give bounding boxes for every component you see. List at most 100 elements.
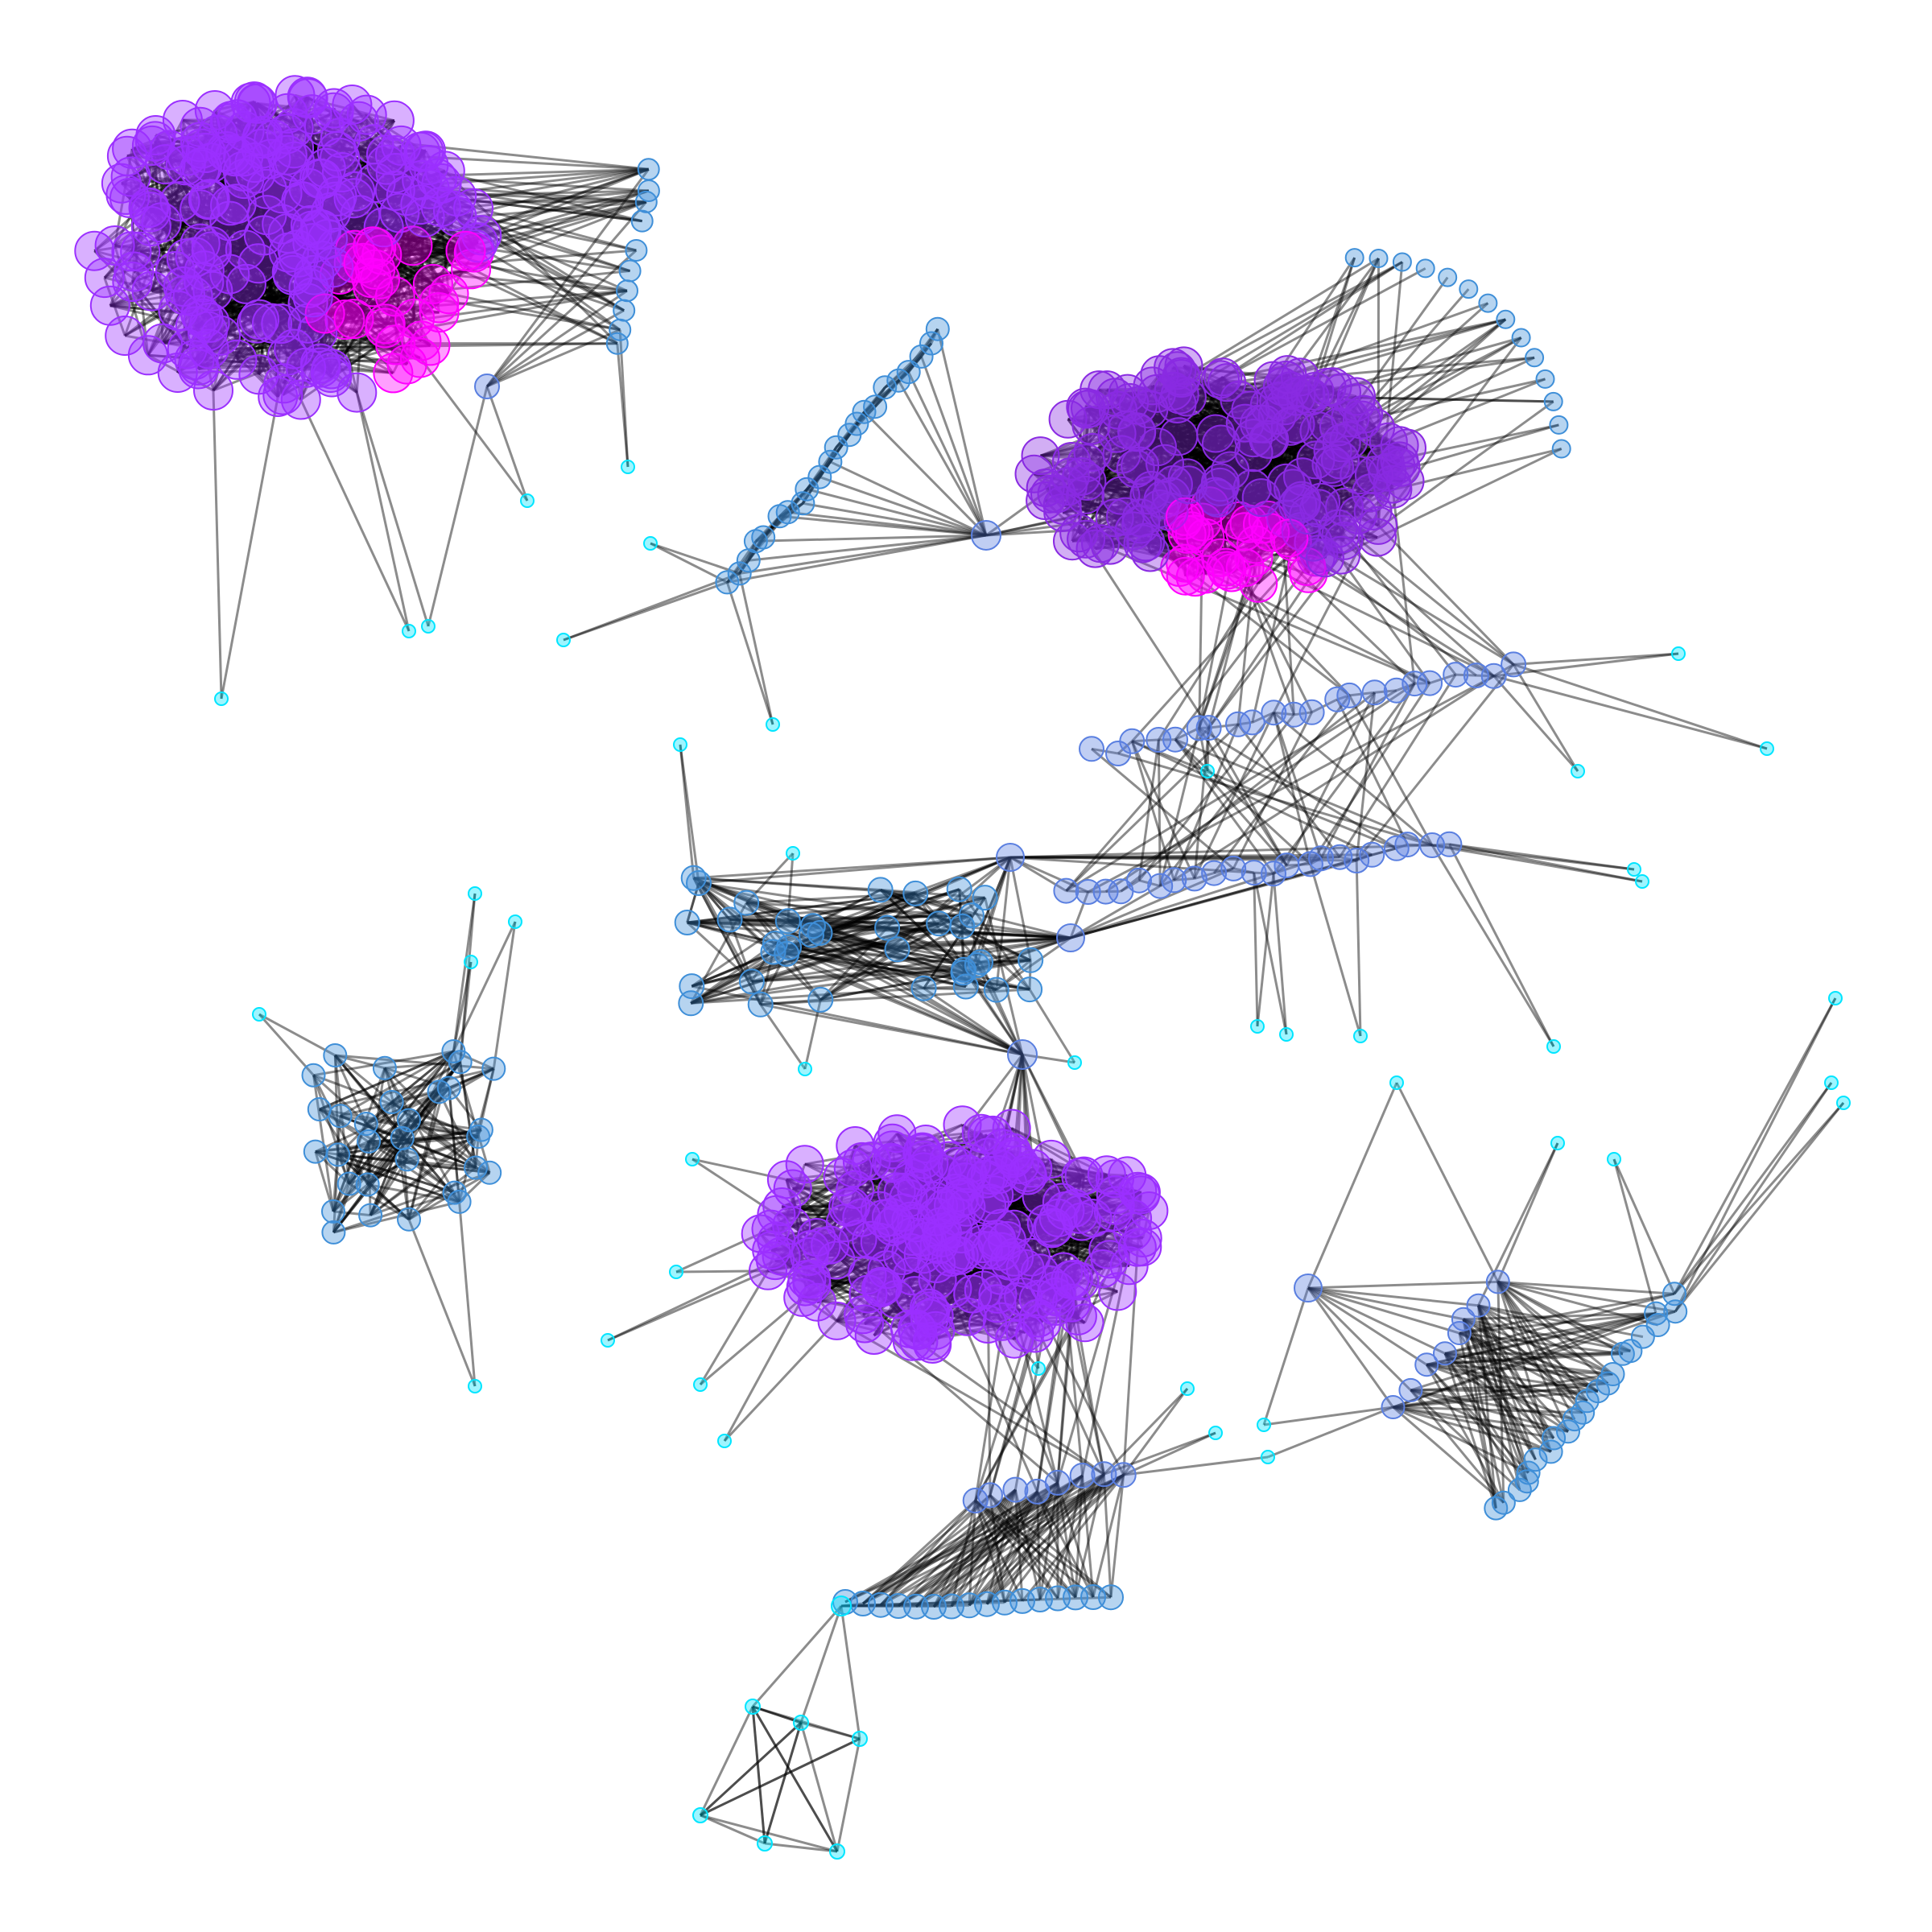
graph-node [1549,415,1569,435]
graph-edge [197,200,305,366]
graph-edge [256,101,367,117]
graph-node [757,1835,773,1852]
graph-node [1002,1476,1029,1503]
graph-edge [986,1204,1104,1270]
graph-edge [1248,396,1298,525]
graph-edge [212,182,443,293]
graph-edge [220,233,482,337]
graph-node [353,1112,378,1136]
core-node [261,303,302,345]
graph-edge [800,1721,861,1740]
graph-edge [103,277,126,336]
graph-edge [895,1191,954,1231]
leaf-node [252,1007,266,1022]
graph-edge [130,250,396,346]
graph-node [1053,877,1080,904]
graph-edge [131,147,283,195]
graph-node [1056,923,1085,952]
graph-node [807,986,834,1013]
graph-node [1126,867,1152,894]
graph-edge [336,197,355,249]
graph-edge [204,152,260,264]
graph-edge [229,102,258,155]
graph-edge [1085,408,1272,534]
graph-edge [353,169,446,200]
graph-edge [255,172,407,197]
graph-edge [1184,475,1303,518]
graph-edge [208,198,338,250]
graph-edge [1137,404,1340,530]
graph-edge [1170,422,1246,497]
graph-edge [1172,390,1287,484]
core-node [311,349,352,390]
graph-edge [308,187,472,270]
graph-node [474,374,500,399]
graph-edge [1169,459,1400,513]
graph-edge [1307,1280,1498,1290]
graph-node [1298,699,1325,725]
graph-edge [1323,418,1352,559]
graph-edge [254,173,295,349]
graph-edge [1340,392,1344,555]
graph-edge [1150,489,1181,568]
graph-edge [807,1278,1071,1282]
leaf-node [621,460,635,474]
graph-edge [1136,431,1326,559]
graph-edge [155,134,258,324]
graph-edge [1272,380,1323,503]
graph-edge [1129,401,1310,517]
graph-edge [1158,374,1257,546]
graph-node [767,504,792,529]
graph-edge [287,112,457,198]
graph-edge [149,202,237,209]
graph-node [379,1090,404,1114]
graph-edge [174,270,358,394]
graph-edge [197,216,426,370]
leaf-node [643,536,658,551]
graph-edge [148,182,442,209]
graph-edge [258,1013,315,1076]
graph-edge [104,177,438,279]
graph-edge [840,1605,861,1740]
graph-edge [1033,1166,1116,1180]
graph-edge [1431,844,1643,883]
leaf-node [1824,1075,1839,1090]
graph-edge [1331,459,1400,466]
graph-node [1239,709,1265,736]
graph-edge [650,542,741,575]
graph-edge [1493,675,1768,750]
graph-edge [1067,485,1309,517]
graph-node [1294,1274,1323,1302]
graph-edge [700,1737,861,1817]
graph-node [1433,1341,1457,1366]
graph-edge [151,210,356,252]
core-node [863,1267,902,1307]
graph-edge [1180,376,1207,539]
graph-node [1478,293,1498,313]
graph-edge [287,195,457,235]
core-node [1324,521,1364,560]
graph-edge [1040,447,1408,457]
graph-edge [131,147,386,329]
graph-node [630,209,654,233]
core-node [191,231,232,272]
graph-edge [1291,423,1297,489]
leaf-node [1279,1027,1294,1042]
graph-edge [332,226,385,269]
graph-edge [1136,431,1406,483]
graph-edge [1067,398,1241,488]
graph-edge [1070,390,1315,478]
graph-edge [261,147,467,253]
graph-edge [200,167,284,396]
graph-node [678,990,704,1017]
graph-edge [1183,365,1380,527]
graph-edge [1203,486,1221,539]
graph-edge [180,150,338,203]
graph-edge [1178,436,1326,559]
graph-edge [199,141,289,357]
core-node [155,251,196,291]
graph-edge [1151,385,1360,477]
graph-edge [180,200,231,207]
graph-node [1535,369,1555,389]
graph-edge [198,343,396,367]
